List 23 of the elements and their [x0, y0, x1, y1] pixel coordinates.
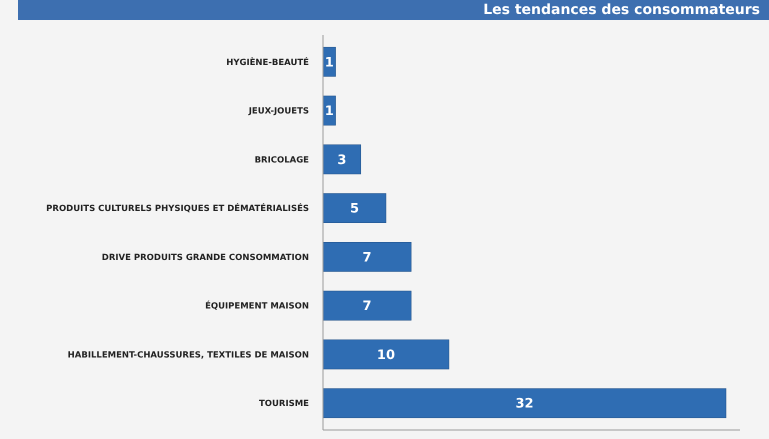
data-label: 1 [324, 55, 334, 70]
data-label: 1 [324, 104, 334, 120]
y-tick-label: ÉQUIPEMENT MAISON [205, 300, 309, 312]
data-label: 3 [337, 152, 346, 168]
y-tick-label: JEUX-JOUETS [248, 106, 309, 117]
y-tick-label: DRIVE PRODUITS GRANDE CONSOMMATION [102, 252, 309, 263]
bar [322, 388, 726, 418]
chart-title: Les tendances des consommateurs [483, 2, 760, 18]
y-tick-label: HABILLEMENT-CHAUSSURES, TEXTILES DE MAISON [68, 350, 309, 360]
bar [322, 193, 386, 223]
bar [322, 290, 412, 321]
y-tick-label: TOURISME [258, 399, 310, 410]
y-tick-label: HYGIÈNE-BEAUTÉ [226, 56, 310, 68]
y-tick-label: PRODUITS CULTURELS PHYSIQUES ET DÉMATÉRIALISÉS [46, 203, 309, 214]
data-label: 10 [376, 348, 396, 363]
data-label: 7 [362, 250, 372, 266]
data-label: 5 [350, 202, 360, 217]
data-label: 7 [362, 299, 372, 314]
bar [322, 242, 412, 272]
bar [322, 340, 450, 370]
data-label: 32 [515, 396, 534, 412]
y-tick-label: BRICOLAGE [254, 155, 310, 166]
bar [322, 144, 362, 174]
